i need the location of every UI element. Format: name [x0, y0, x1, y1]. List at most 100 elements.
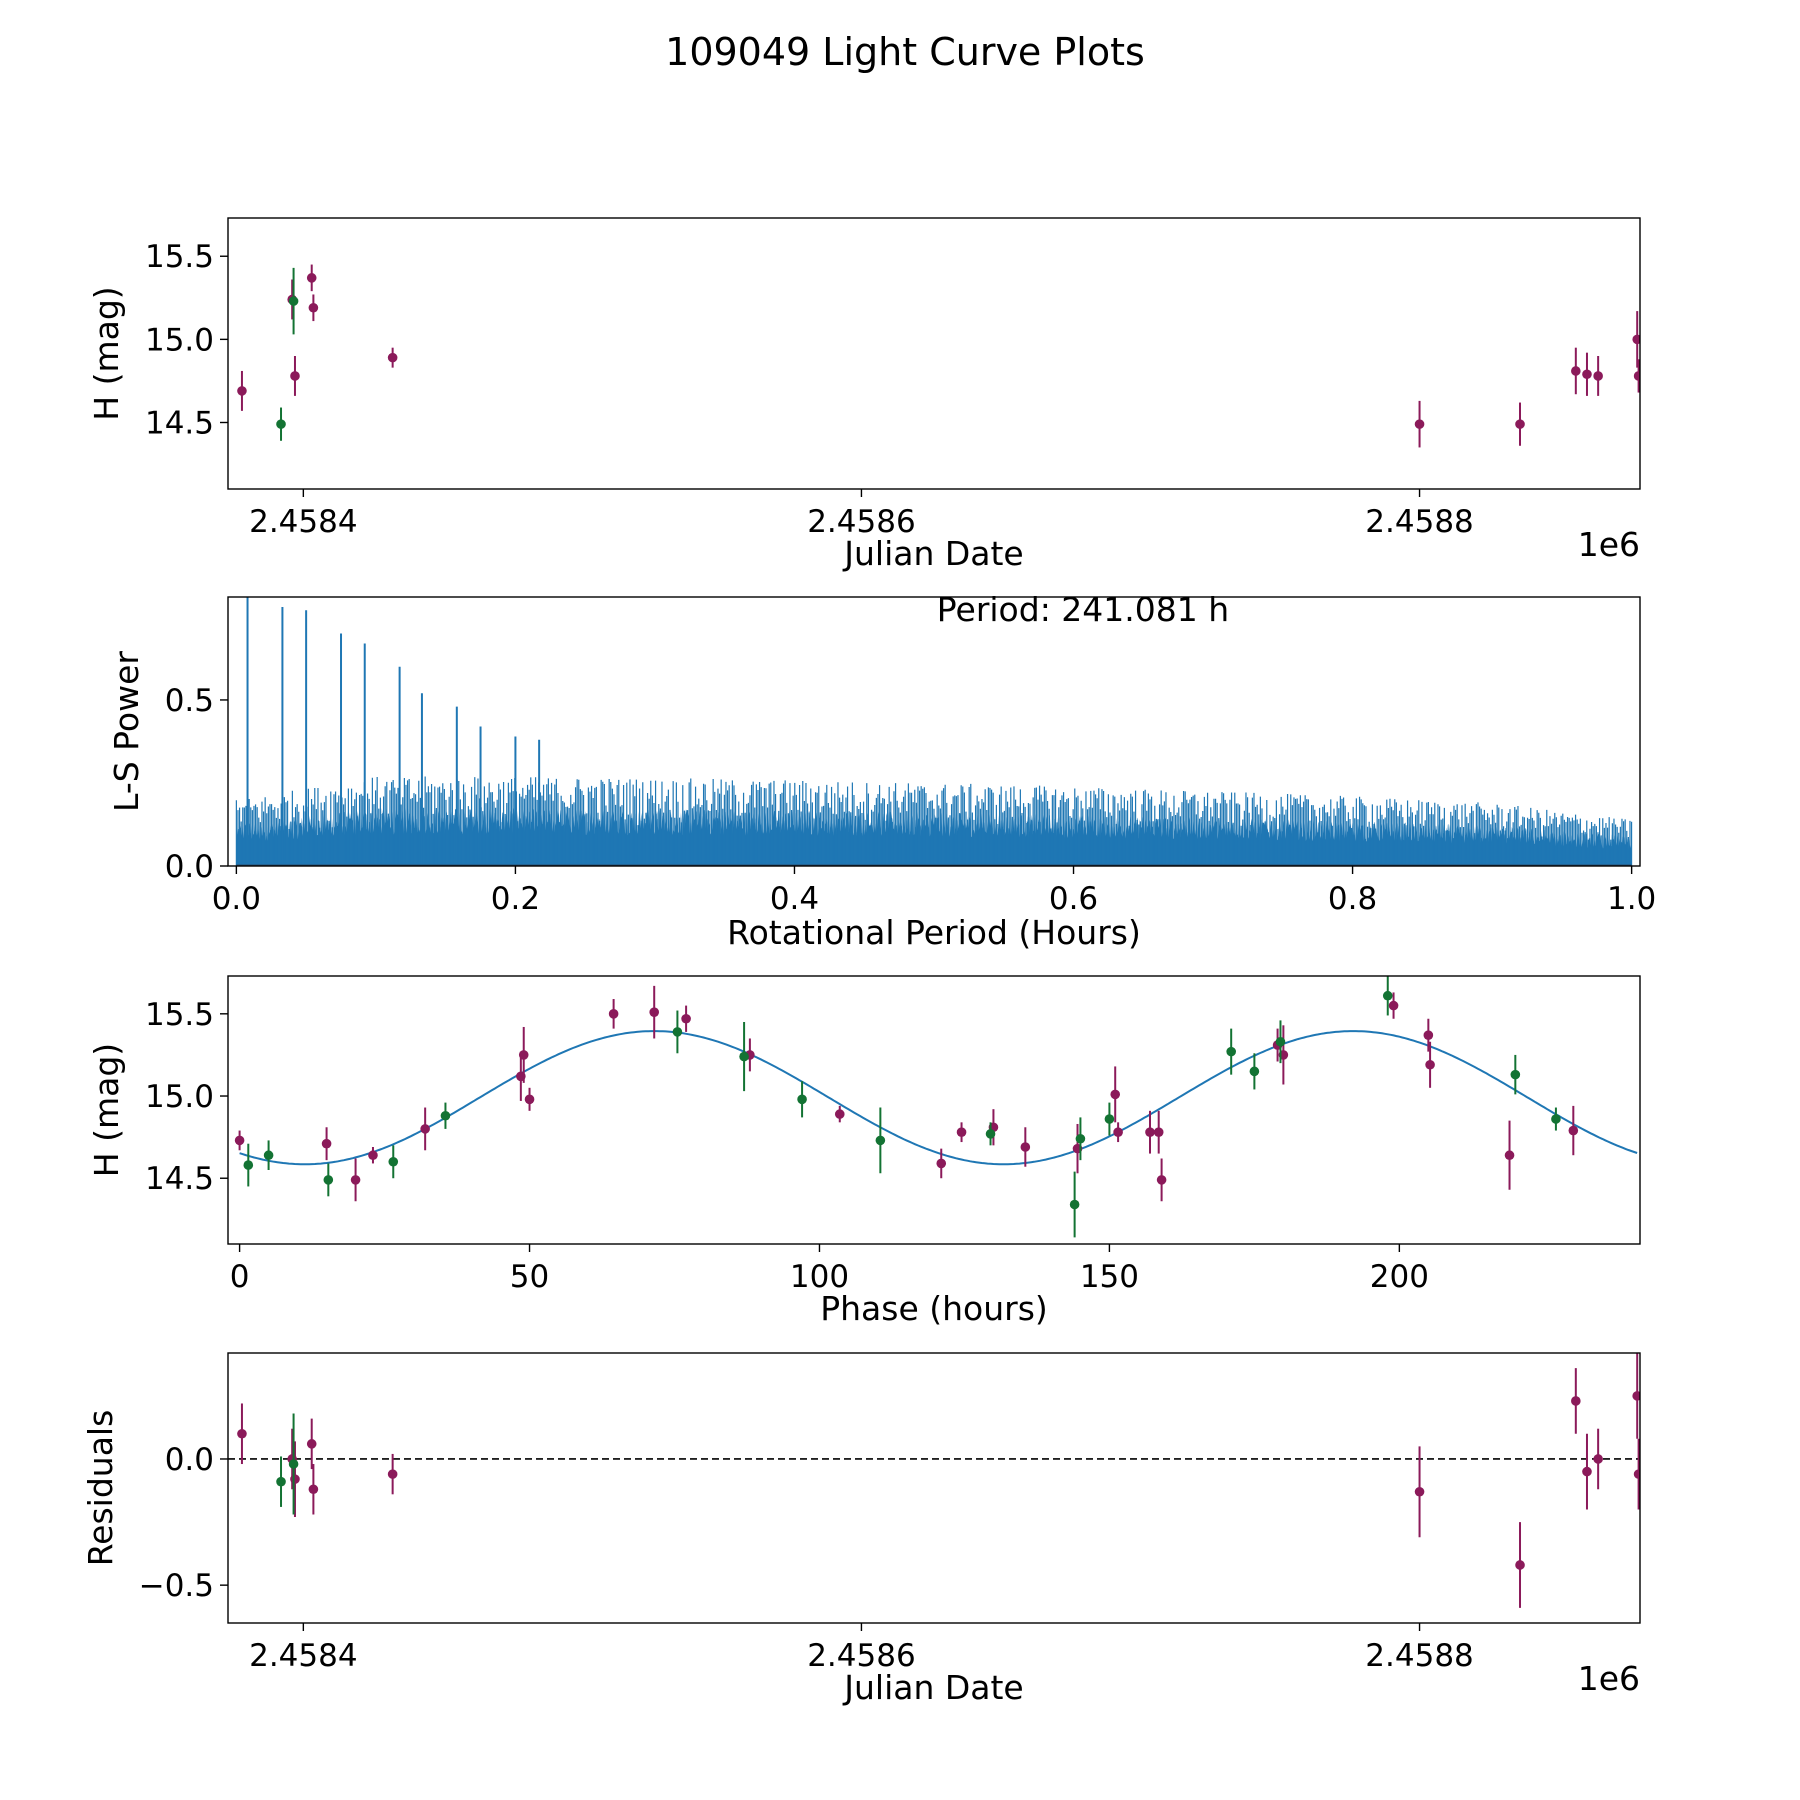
data-point — [1113, 1127, 1123, 1137]
y-tick-label: 0.0 — [165, 849, 214, 885]
axes-frame — [227, 217, 1641, 490]
axes-frame — [227, 975, 1641, 1245]
data-point — [288, 1459, 299, 1469]
x-tick-label: 0.8 — [1328, 881, 1377, 917]
data-point — [1510, 1069, 1521, 1080]
y-tick-label: 14.5 — [145, 1161, 214, 1197]
data-point — [387, 352, 398, 363]
data-point — [1582, 1466, 1592, 1477]
data-point — [834, 1109, 845, 1119]
data-point — [797, 1094, 807, 1105]
data-point — [323, 1175, 334, 1185]
data-point — [1551, 1114, 1561, 1124]
data-point — [308, 302, 319, 313]
x-tick-label: 2.4588 — [1365, 1638, 1473, 1674]
data-point — [306, 273, 317, 283]
x-tick-label: 150 — [1080, 1259, 1139, 1295]
data-point — [985, 1129, 996, 1139]
data-point — [681, 1013, 691, 1024]
data-point — [288, 296, 299, 306]
data-point — [672, 1027, 683, 1037]
data-point — [1275, 1036, 1286, 1047]
data-point — [263, 1150, 274, 1161]
y-axis-label: H (mag) — [87, 286, 126, 420]
data-point — [1633, 1469, 1640, 1479]
x-tick-label: 0.4 — [770, 881, 819, 917]
data-point — [1515, 1560, 1525, 1570]
data-point — [1110, 1089, 1121, 1100]
data-point — [518, 1050, 529, 1060]
axis-offset-label: 1e6 — [1578, 525, 1640, 564]
chart-phased: 0 50 100 150 200 14.5 15.0 15.5 Phase (hours) H (… — [87, 975, 1641, 1328]
x-axis-label: Julian Date — [842, 534, 1024, 573]
x-tick-label: 0.6 — [1049, 881, 1098, 917]
plot-area-periodogram — [235, 597, 1633, 866]
power-spectrum-line — [235, 776, 1633, 866]
data-point — [1382, 990, 1393, 1001]
data-point — [1153, 1127, 1164, 1137]
data-point — [1571, 1396, 1581, 1406]
y-axis-label: H (mag) — [87, 1043, 126, 1177]
plot-area-phased — [234, 976, 1638, 1238]
data-point — [1069, 1199, 1080, 1210]
data-point — [1020, 1142, 1031, 1152]
axes-frame — [227, 596, 1641, 867]
x-axis-label: Julian Date — [842, 1668, 1024, 1707]
data-point — [1075, 1133, 1086, 1144]
data-point — [440, 1110, 451, 1121]
x-tick-label: 2.4586 — [807, 504, 915, 540]
data-point — [1156, 1175, 1167, 1185]
x-axis-label: Rotational Period (Hours) — [727, 913, 1141, 952]
data-point — [1249, 1066, 1260, 1077]
data-point — [1388, 1000, 1399, 1011]
period-annotation: Period: 241.081 h — [937, 590, 1229, 629]
data-point — [1593, 1454, 1603, 1464]
data-point — [1414, 1486, 1425, 1497]
data-point — [237, 1428, 247, 1439]
x-tick-label: 2.4588 — [1365, 504, 1473, 540]
axes-frame — [227, 1352, 1641, 1624]
data-point — [1568, 1125, 1579, 1136]
data-point — [420, 1124, 430, 1134]
x-tick-label: 0 — [230, 1259, 250, 1295]
data-point — [350, 1175, 361, 1185]
data-point — [524, 1094, 535, 1105]
y-tick-label: −0.5 — [139, 1568, 214, 1604]
data-point — [608, 1009, 619, 1019]
data-point — [1632, 334, 1640, 345]
data-point — [387, 1469, 398, 1479]
data-point — [321, 1138, 332, 1149]
chart-lightcurve: 2.45842.45862.45882.45902.459214.515.015… — [87, 217, 1641, 573]
data-point — [739, 1051, 749, 1062]
y-tick-label: 15.0 — [145, 322, 214, 358]
data-point — [1593, 371, 1603, 381]
x-tick-label: 2.4584 — [249, 504, 357, 540]
data-point — [237, 386, 247, 396]
data-point — [1504, 1150, 1515, 1161]
chart-residuals: 2.45842.45862.45882.45902.4592−0.50.0Jul… — [81, 1352, 1641, 1707]
panels: 2.45842.45862.45882.45902.459214.515.015… — [81, 217, 1656, 1707]
x-tick-label: 2.4586 — [807, 1638, 915, 1674]
data-point — [1414, 419, 1425, 429]
x-tick-label: 50 — [510, 1259, 549, 1295]
data-point — [1633, 371, 1640, 381]
data-point — [276, 1476, 286, 1487]
data-point — [1425, 1059, 1435, 1070]
data-point — [234, 1135, 245, 1146]
data-point — [1515, 419, 1525, 429]
data-point — [290, 1474, 300, 1484]
y-tick-label: 15.5 — [145, 997, 214, 1033]
plot-area-lightcurve — [237, 264, 1640, 448]
data-point — [306, 1439, 317, 1449]
plot-area-residuals — [228, 1353, 1640, 1608]
data-point — [308, 1484, 319, 1495]
x-tick-label: 2.4584 — [249, 1638, 357, 1674]
x-tick-label: 0.0 — [212, 881, 261, 917]
data-point — [368, 1150, 378, 1161]
data-point — [276, 419, 286, 429]
data-point — [1104, 1114, 1115, 1124]
y-tick-label: 15.5 — [145, 239, 214, 275]
x-tick-label: 1.0 — [1607, 881, 1656, 917]
data-point — [956, 1127, 967, 1137]
